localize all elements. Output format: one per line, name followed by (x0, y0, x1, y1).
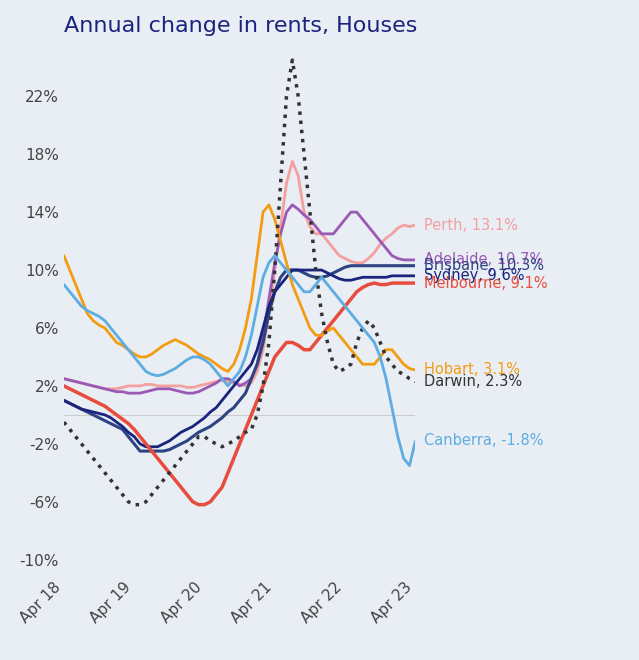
Text: Sydney, 9.6%: Sydney, 9.6% (424, 269, 525, 283)
Text: Brisbane, 10.3%: Brisbane, 10.3% (424, 258, 544, 273)
Text: Adelaide, 10.7%: Adelaide, 10.7% (424, 252, 543, 267)
Text: Annual change in rents, Houses: Annual change in rents, Houses (64, 16, 417, 36)
Text: Canberra, -1.8%: Canberra, -1.8% (424, 434, 544, 448)
Text: Hobart, 3.1%: Hobart, 3.1% (424, 362, 520, 378)
Text: Darwin, 2.3%: Darwin, 2.3% (424, 374, 522, 389)
Text: Perth, 13.1%: Perth, 13.1% (424, 218, 518, 233)
Text: Melbourne, 9.1%: Melbourne, 9.1% (424, 276, 548, 290)
